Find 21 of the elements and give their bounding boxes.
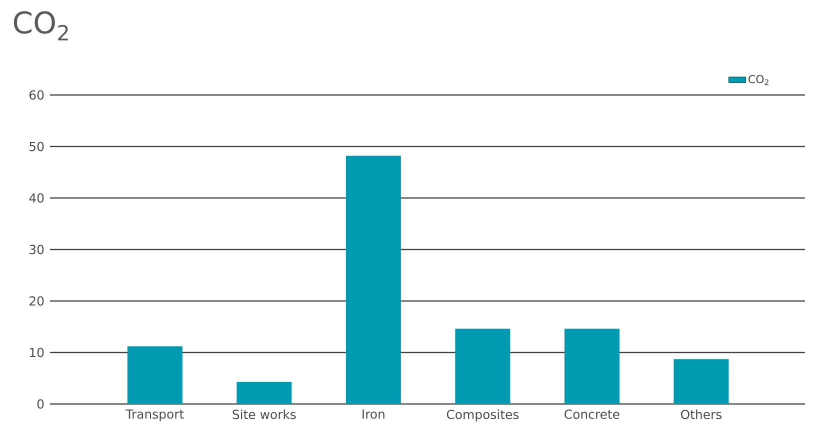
y-tick-label: 40 bbox=[29, 193, 44, 203]
bar bbox=[127, 346, 182, 404]
y-tick-label: 20 bbox=[30, 296, 44, 306]
x-tick-label: Composites bbox=[446, 410, 519, 422]
x-tick-label: Concrete bbox=[564, 410, 620, 419]
bar bbox=[564, 328, 620, 404]
bar bbox=[455, 328, 510, 404]
y-tick-label: 50 bbox=[30, 142, 44, 152]
legend-label: CO$_{2}$ bbox=[748, 75, 768, 86]
y-tick-label: 0 bbox=[37, 399, 44, 409]
bar bbox=[236, 382, 292, 404]
x-tick-label: Others bbox=[680, 410, 722, 420]
x-tick-label: Transport bbox=[126, 410, 184, 422]
y-tick-label: 10 bbox=[30, 348, 44, 358]
bar bbox=[674, 359, 729, 404]
x-tick-label: Site works bbox=[232, 410, 296, 420]
chart-title: CO$_{2}$ bbox=[14, 11, 68, 40]
x-tick-label: Iron bbox=[362, 410, 384, 419]
bar bbox=[346, 156, 401, 404]
y-tick-label: 60 bbox=[30, 90, 44, 100]
y-tick-label: 30 bbox=[30, 244, 44, 254]
